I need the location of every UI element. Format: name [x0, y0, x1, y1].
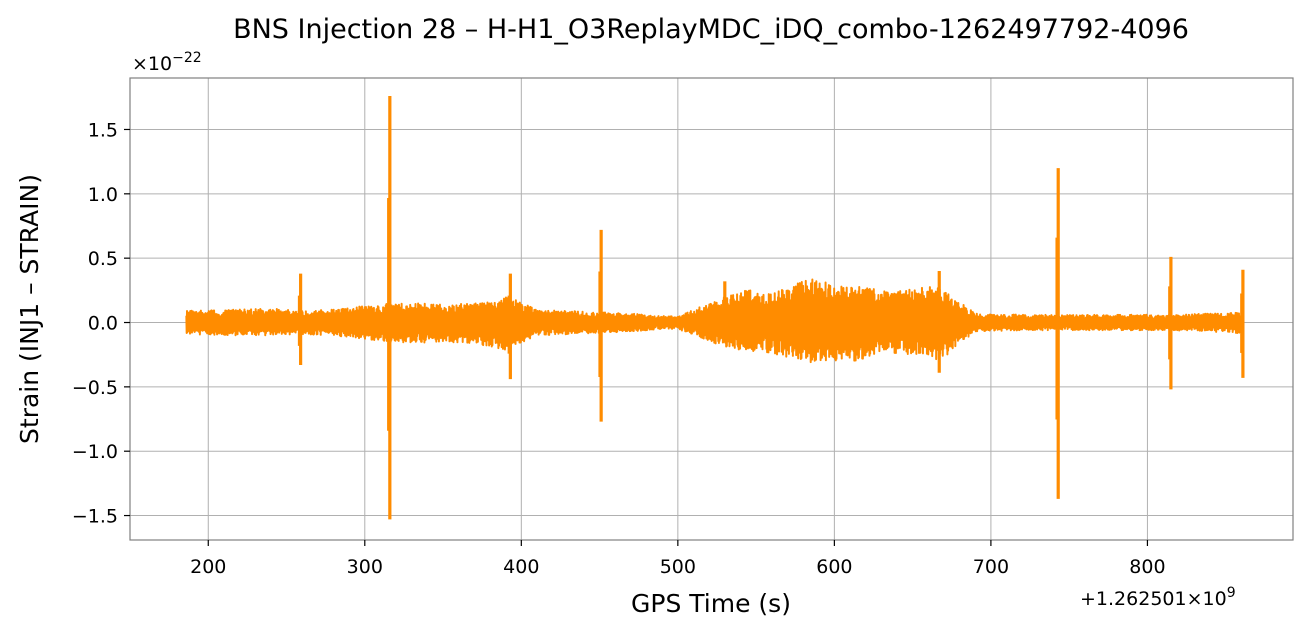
y-tick-label: 0.0	[88, 313, 118, 335]
y-axis-label: Strain (INJ1 – STRAIN)	[15, 174, 44, 444]
x-tick-label: 200	[190, 556, 226, 578]
x-tick-label: 500	[660, 556, 696, 578]
y-scale-base: ×10	[132, 53, 172, 75]
x-offset-base: +1.262501×10	[1080, 588, 1227, 610]
x-offset-label: +1.262501×109	[1080, 585, 1236, 610]
y-scale-factor: ×10−22	[132, 50, 202, 75]
series-strain	[185, 96, 1245, 520]
y-tick-label: 1.0	[88, 184, 118, 206]
strain-line	[185, 278, 1244, 364]
x-tick-label: 600	[816, 556, 852, 578]
plot-frame	[129, 77, 1294, 541]
y-tick-label: −1.5	[72, 506, 118, 528]
x-tick-label: 700	[973, 556, 1009, 578]
x-tick-label: 400	[503, 556, 539, 578]
chart-title: BNS Injection 28 – H-H1_O3ReplayMDC_iDQ_…	[233, 14, 1189, 45]
x-axis-label: GPS Time (s)	[631, 589, 791, 618]
x-tick-label: 300	[347, 556, 383, 578]
axis-ticks: 200 300 400 500 600 700 800 −1.5 −1.0 −0.5 0.0 0.5 1…	[72, 119, 1166, 578]
x-tick-label: 800	[1129, 556, 1165, 578]
y-tick-label: 1.5	[88, 119, 118, 141]
y-tick-label: −1.0	[72, 441, 118, 463]
y-tick-label: −0.5	[72, 377, 118, 399]
y-tick-label: 0.5	[88, 248, 118, 270]
y-scale-exponent: −22	[172, 50, 202, 66]
x-offset-exponent: 9	[1227, 585, 1236, 601]
